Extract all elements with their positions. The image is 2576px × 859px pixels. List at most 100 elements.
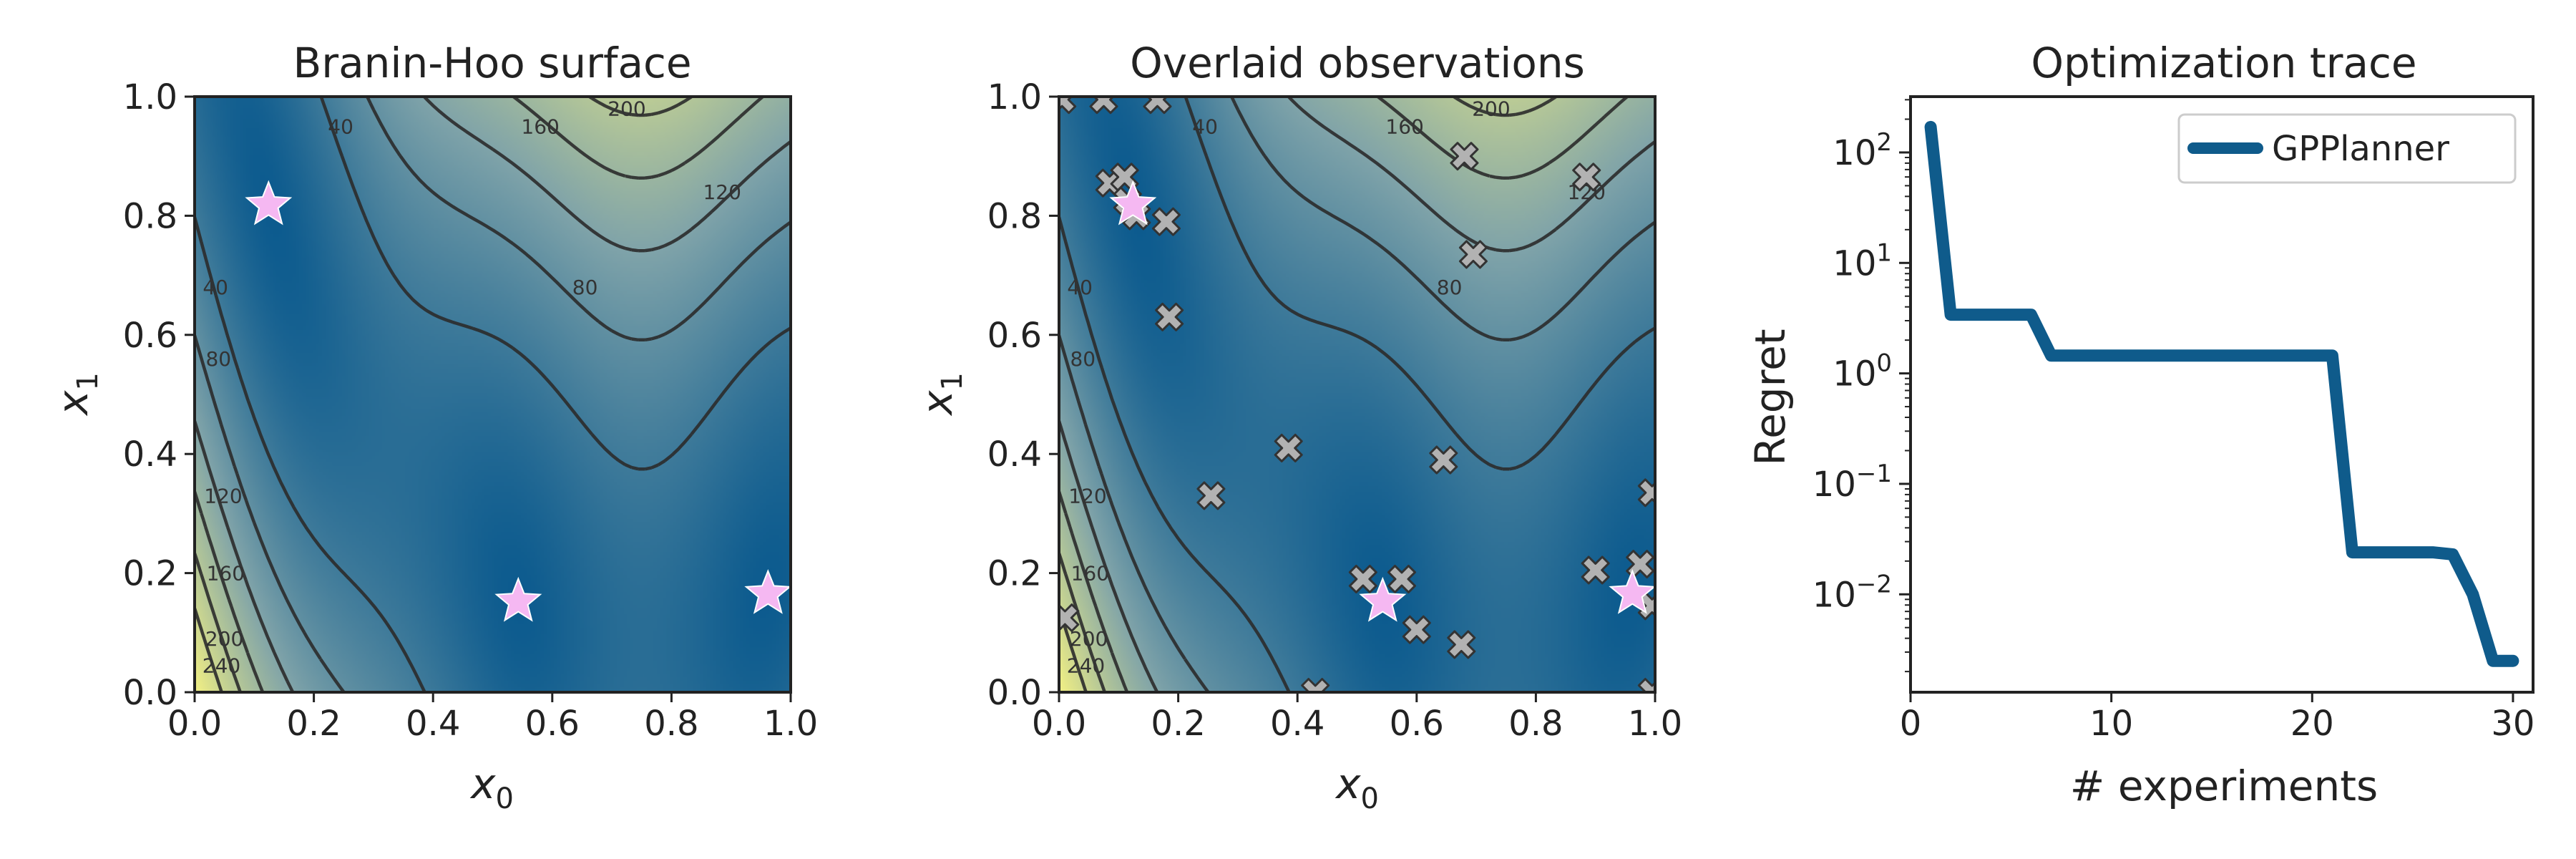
contour-line-120	[195, 97, 791, 692]
contour-label-120: 120	[703, 180, 741, 204]
trace-y-axis-label: Regret	[1746, 329, 1795, 465]
minimum-star-marker	[494, 576, 542, 622]
minimum-star-marker	[1359, 576, 1407, 622]
observation-x-marker	[1387, 564, 1416, 593]
observation-x-marker	[1059, 97, 1077, 115]
minimum-star-marker	[744, 568, 792, 614]
y-tick-label: 102	[1833, 128, 1892, 173]
contour-label-40: 40	[328, 115, 353, 139]
observation-x-marker	[1429, 445, 1458, 475]
trace-y-ticks: 10−2 10−1 100 101 102	[1813, 99, 1911, 673]
surface-heatmap	[195, 97, 791, 692]
contour-line-120	[1059, 97, 1655, 692]
observation-x-marker	[1637, 678, 1655, 692]
surface-y-ticks: 0.0 0.2 0.4 0.6 0.8 1.0	[123, 77, 195, 713]
observation-x-marker	[1637, 478, 1655, 508]
trace-axes-frame	[1909, 95, 2534, 694]
minimum-star-marker	[1109, 180, 1157, 225]
observation-x-marker	[1274, 433, 1303, 462]
contour-lines: 40 40 80 80 120 120 160 160 200 200 240	[195, 97, 791, 692]
observation-x-marker	[1110, 162, 1139, 192]
contour-label-200: 200	[1472, 97, 1510, 121]
observations-axes-frame	[1058, 95, 1657, 694]
x-tick-label: 0.2	[1151, 704, 1205, 744]
y-tick-label: 0.4	[123, 435, 177, 475]
trace-x-axis-label: # experiments	[2070, 762, 2378, 810]
y-tick-label: 100	[1833, 349, 1892, 394]
surface-x-ticks: 0.0 0.2 0.4 0.6 0.8 1.0	[167, 692, 818, 744]
y-tick-label: 1.0	[123, 77, 177, 117]
observation-x-marker	[1348, 564, 1377, 593]
contour-line-80	[195, 97, 791, 692]
x-tick-label: 1.0	[763, 704, 818, 744]
contour-label-120: 120	[1068, 484, 1106, 508]
observation-markers	[1059, 97, 1655, 692]
x-tick-label: 30	[2491, 704, 2534, 744]
y-tick-label: 10−1	[1813, 460, 1892, 505]
contour-line-40	[1059, 97, 1655, 692]
x-tick-label: 20	[2290, 704, 2334, 744]
y-tick-label: 10−2	[1813, 570, 1892, 615]
y-tick-label: 0.6	[123, 316, 177, 356]
observation-x-marker	[1450, 142, 1479, 171]
trace-legend: GPPlanner	[2177, 113, 2517, 184]
x-tick-label: 0.0	[1032, 704, 1086, 744]
contour-label-160: 160	[207, 562, 245, 586]
observation-x-marker	[1143, 97, 1172, 115]
observations-x-axis-label: x0	[1335, 759, 1379, 815]
x-tick-label: 0.0	[167, 704, 222, 744]
observation-x-marker	[1458, 240, 1488, 269]
contour-label-240: 240	[1067, 654, 1105, 678]
x-tick-label: 1.0	[1628, 704, 1682, 744]
x-tick-label: 0.4	[406, 704, 460, 744]
contour-label-40: 40	[1192, 115, 1218, 139]
minimum-star-marker	[1609, 568, 1657, 614]
trace-plot-area	[1909, 95, 2534, 694]
surface-y-axis-label: x1	[49, 372, 104, 417]
legend-label-gpplanner: GPPlanner	[2272, 129, 2449, 169]
trace-x-ticks: 0 10 20 30	[1900, 692, 2534, 744]
contour-line-40	[195, 97, 791, 692]
contour-label-160: 160	[1385, 115, 1423, 139]
surface-heatmap	[1059, 97, 1655, 692]
observation-x-marker	[1626, 550, 1655, 579]
x-tick-label: 0.8	[1508, 704, 1563, 744]
surface-x-axis-label: x0	[469, 759, 514, 815]
contour-label-160: 160	[1071, 562, 1109, 586]
contour-line-160	[195, 97, 764, 692]
observation-x-marker	[1581, 555, 1610, 585]
observations-y-axis-label: x1	[913, 372, 969, 417]
y-tick-label: 0.2	[123, 554, 177, 594]
contour-line-160	[1059, 97, 1629, 692]
observation-x-marker	[1402, 615, 1431, 644]
contour-label-80: 80	[1437, 276, 1463, 299]
contour-line-80	[1059, 97, 1655, 692]
observation-x-marker	[1089, 97, 1118, 115]
surface-plot-area: 40 40 80 80 120 120 160 160 200 200 240	[193, 95, 792, 694]
observation-x-marker	[1572, 162, 1601, 192]
observation-x-marker	[1059, 603, 1080, 632]
observations-y-ticks: 0.0 0.2 0.4 0.6 0.8 1.0	[987, 77, 1059, 713]
x-tick-label: 0.6	[525, 704, 580, 744]
observation-x-marker	[1155, 302, 1184, 331]
x-tick-label: 0.2	[286, 704, 341, 744]
observation-x-marker	[1447, 630, 1476, 659]
y-tick-label: 0.0	[987, 673, 1042, 713]
contour-label-80: 80	[205, 347, 231, 371]
y-tick-label: 101	[1833, 238, 1892, 283]
x-tick-label: 0.6	[1390, 704, 1444, 744]
y-tick-label: 0.6	[987, 316, 1042, 356]
contour-label-40: 40	[1067, 276, 1093, 299]
contour-label-80: 80	[1070, 347, 1096, 371]
observations-x-ticks: 0.0 0.2 0.4 0.6 0.8 1.0	[1032, 692, 1682, 744]
observation-x-marker	[1196, 481, 1226, 510]
y-tick-label: 1.0	[987, 77, 1042, 117]
observation-x-marker	[1301, 678, 1330, 692]
observations-title: Overlaid observations	[1130, 39, 1585, 87]
contour-label-200: 200	[1070, 627, 1108, 651]
observation-x-marker	[1151, 207, 1181, 236]
contour-label-80: 80	[572, 276, 598, 299]
